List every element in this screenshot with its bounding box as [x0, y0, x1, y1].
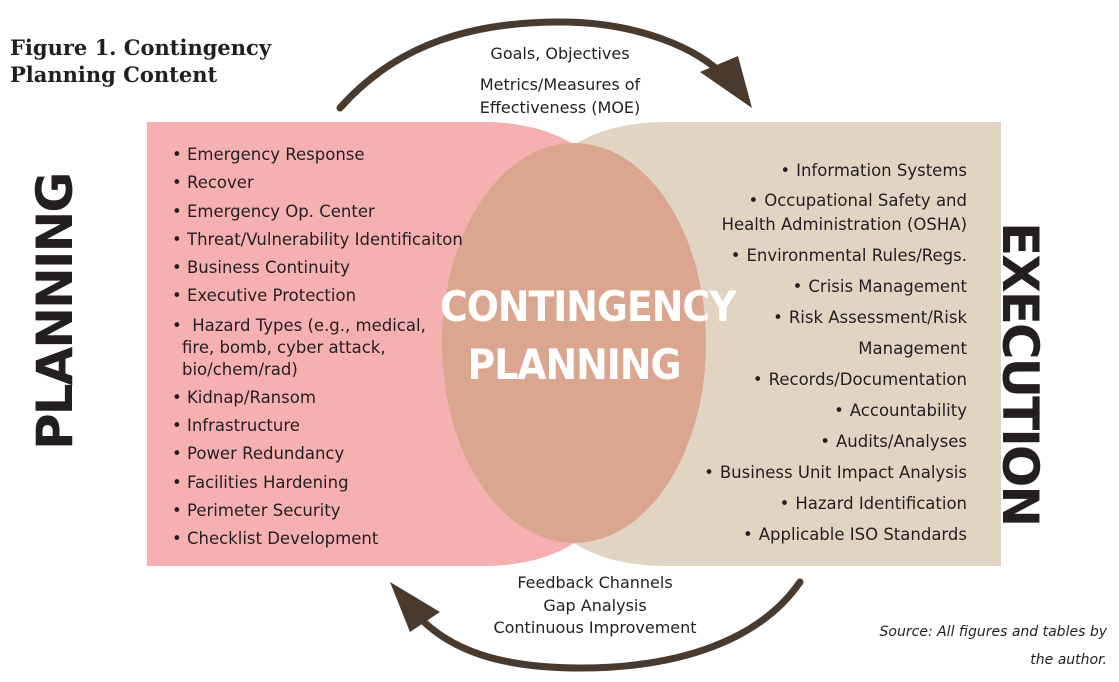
planning-item-line: Hazard Types (e.g., medical,	[192, 315, 426, 335]
execution-item: • Applicable ISO Standards	[742, 525, 967, 544]
planning-list: Emergency Response Recover Emergency Op.…	[172, 141, 463, 554]
planning-item-line: fire, bomb, cyber attack,	[182, 337, 386, 357]
execution-item: • Information Systems	[780, 161, 967, 180]
execution-item: • Crisis Management	[792, 277, 967, 296]
figure-title: Figure 1. Contingency Planning Content	[10, 35, 272, 87]
planning-item: Emergency Op. Center	[172, 198, 463, 226]
top-text-line: Effectiveness (MOE)	[479, 98, 641, 117]
execution-side-label: EXECUTION	[991, 222, 1049, 526]
execution-item: • Hazard Identification	[779, 494, 967, 513]
execution-item-multiline: • Occupational Safety and Health Administ…	[721, 191, 967, 234]
source-line: the author.	[1030, 652, 1107, 668]
planning-item: Executive Protection	[172, 282, 463, 310]
top-arrow-text: Goals, Objectives Metrics/Measures of Ef…	[430, 42, 690, 119]
top-arrow-head	[700, 56, 752, 108]
execution-list: • Information Systems • Occupational Safet…	[704, 155, 967, 550]
planning-item-multiline: Hazard Types (e.g., medical, fire, bomb,…	[172, 311, 463, 384]
center-label-line: PLANNING	[467, 340, 682, 389]
execution-item: • Accountability	[834, 401, 967, 420]
bottom-text-line: Continuous Improvement	[493, 618, 697, 637]
execution-item-line: Risk Assessment/Risk	[788, 308, 967, 327]
bottom-text-line: Gap Analysis	[543, 595, 647, 615]
execution-item-line: Health Administration (OSHA)	[721, 215, 967, 234]
planning-item: Power Redundancy	[172, 440, 463, 468]
planning-item: Business Continuity	[172, 254, 463, 282]
execution-item-line: Management	[858, 339, 967, 358]
planning-side-label: PLANNING	[26, 173, 84, 450]
planning-item: Facilities Hardening	[172, 469, 463, 497]
planning-item: Infrastructure	[172, 412, 463, 440]
execution-item-multiline: • Risk Assessment/Risk Management	[773, 308, 967, 358]
top-text-line: Metrics/Measures of	[479, 75, 641, 94]
planning-item: Perimeter Security	[172, 497, 463, 525]
execution-item: • Environmental Rules/Regs.	[730, 246, 967, 265]
execution-item: • Business Unit Impact Analysis	[704, 463, 967, 482]
top-cycle-arrow	[336, 18, 728, 112]
planning-item: Threat/Vulnerability Identificaiton	[172, 226, 463, 254]
top-text-line: Goals, Objectives	[490, 44, 630, 63]
bottom-text-line: Feedback Channels	[517, 573, 673, 592]
bottom-arrow-head	[390, 582, 440, 632]
bottom-cycle-arrow	[414, 578, 804, 672]
source-line: Source: All figures and tables by	[879, 624, 1107, 640]
planning-item: Recover	[172, 169, 463, 197]
planning-item: Checklist Development	[172, 525, 463, 553]
center-label-line: CONTINGENCY	[440, 282, 736, 331]
planning-item: Emergency Response	[172, 141, 463, 169]
execution-item-line: Occupational Safety and	[764, 191, 967, 210]
center-label: CONTINGENCY PLANNING	[440, 278, 736, 394]
planning-item: Kidnap/Ransom	[172, 384, 463, 412]
execution-item: • Audits/Analyses	[820, 432, 967, 451]
source-note: Source: All figures and tables by the au…	[867, 618, 1107, 674]
planning-item-line: bio/chem/rad)	[182, 359, 298, 379]
execution-item: • Records/Documentation	[752, 370, 967, 389]
overlap-ellipse	[442, 143, 706, 543]
bottom-arrow-text: Feedback Channels Gap Analysis Continuou…	[450, 572, 740, 640]
